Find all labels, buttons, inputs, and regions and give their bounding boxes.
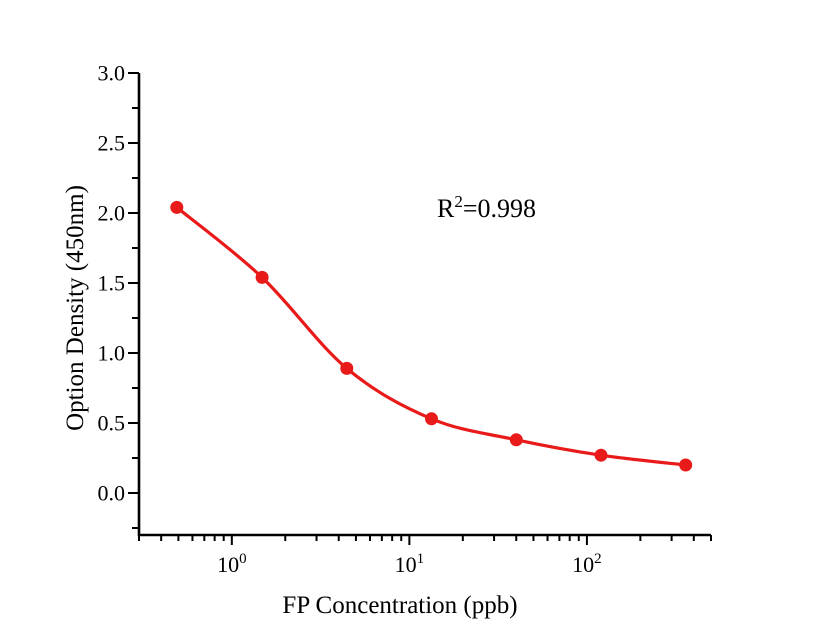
data-point-marker — [679, 458, 693, 472]
data-point-marker — [425, 412, 438, 426]
data-point-marker — [255, 270, 269, 284]
y-axis-title: Option Density (450nm) — [62, 185, 89, 431]
y-axis-tick-label: 2.5 — [98, 131, 126, 156]
fit-curve — [175, 205, 688, 467]
y-axis-tick-label: 0.0 — [98, 481, 126, 506]
x-axis-tick-label: 101 — [395, 551, 425, 577]
x-axis-title: FP Concentration (ppb) — [282, 592, 517, 619]
r-squared-value: =0.998 — [463, 194, 536, 223]
data-point-marker — [594, 448, 608, 462]
y-axis-tick-label: 1.0 — [98, 341, 126, 366]
x-axis-tick-label: 100 — [217, 551, 247, 577]
y-axis-tick-label: 3.0 — [98, 61, 126, 86]
r-squared-superscript: 2 — [454, 192, 463, 211]
y-axis-tick-label: 0.5 — [98, 411, 126, 436]
data-point-marker — [340, 361, 354, 375]
chart-plot-area: 0.0 0.5 1.0 1.5 2.0 2.5 3.0 100 101 102 — [98, 61, 712, 577]
y-axis-tick-label: 2.0 — [98, 201, 126, 226]
data-point-marker — [170, 200, 184, 214]
data-point-marker — [509, 433, 523, 447]
r-squared-annotation: R2=0.998 — [437, 192, 536, 223]
y-axis-tick-label: 1.5 — [98, 271, 126, 296]
r-squared-base: R — [437, 194, 455, 223]
x-axis-tick-label: 102 — [572, 551, 602, 577]
axes-spines — [137, 73, 711, 537]
